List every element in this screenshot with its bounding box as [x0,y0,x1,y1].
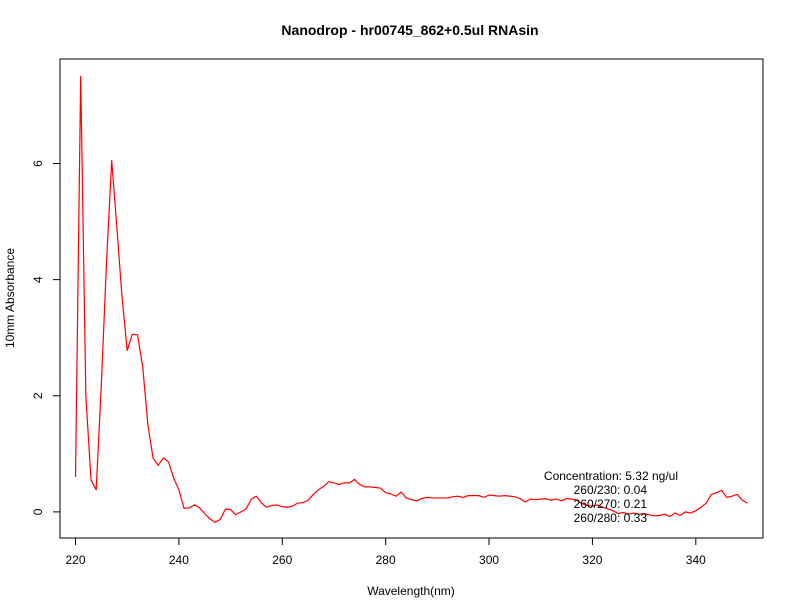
x-tick-label: 320 [582,553,602,567]
x-tick-label: 260 [272,553,292,567]
x-axis-label: Wavelength(nm) [367,584,455,598]
chart-title: Nanodrop - hr00745_862+0.5ul RNAsin [281,22,538,38]
y-tick-label: 6 [31,160,45,167]
plot-frame [59,58,764,539]
x-tick-label: 240 [169,553,189,567]
y-axis-label: 10mm Absorbance [3,248,17,348]
x-tick-label: 220 [65,553,85,567]
x-tick-label: 340 [686,553,706,567]
concentration-annotation: Concentration: 5.32 ng/ul [544,469,678,483]
y-axis: 0 2 4 6 [31,160,61,515]
x-tick-label: 280 [376,553,396,567]
x-axis: 220 240 260 280 300 320 340 [65,537,706,567]
series-group [74,75,748,523]
ratio-260-230-annotation: 260/230: 0.04 [574,483,648,497]
absorbance-series-line [74,75,748,523]
x-tick-label: 300 [479,553,499,567]
y-tick-label: 4 [31,276,45,283]
y-tick-label: 2 [31,392,45,399]
y-tick-label: 0 [31,508,45,515]
annotation-block: Concentration: 5.32 ng/ul 260/230: 0.04 … [544,469,678,525]
ratio-260-280-annotation: 260/280: 0.33 [574,511,648,525]
ratio-260-270-annotation: 260/270: 0.21 [574,497,648,511]
